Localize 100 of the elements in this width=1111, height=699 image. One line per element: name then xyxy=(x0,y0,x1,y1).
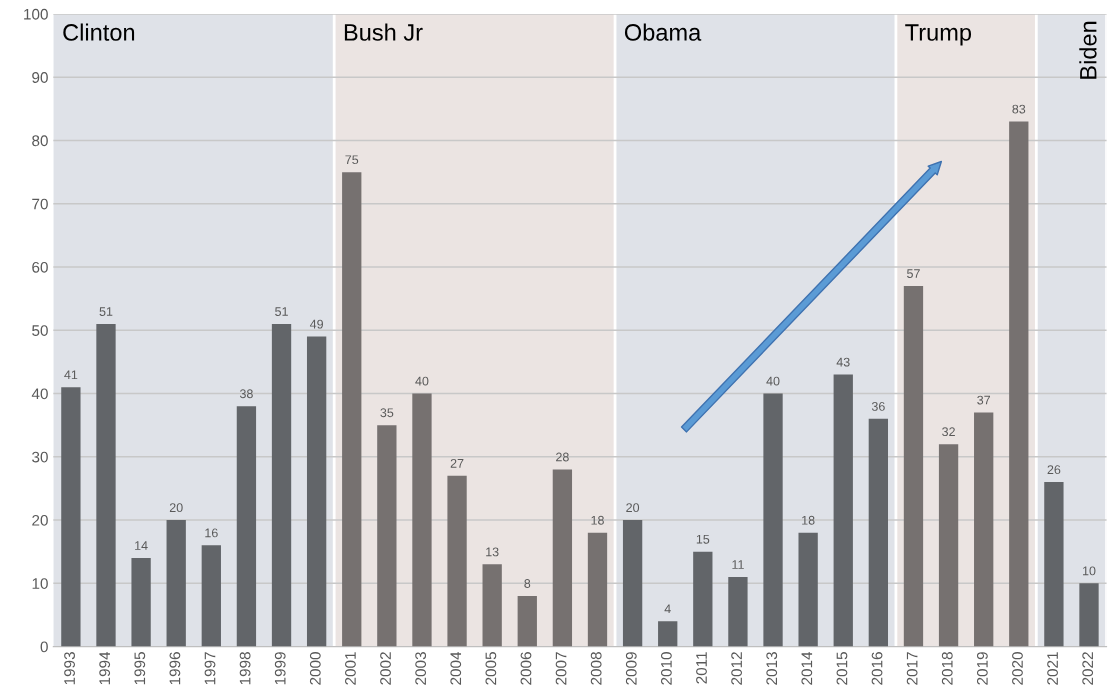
x-tick-label: 2022 xyxy=(1082,652,1094,685)
data-label: 37 xyxy=(977,395,990,405)
bar xyxy=(658,621,678,647)
x-tick-label: 2007 xyxy=(555,652,567,685)
data-label: 83 xyxy=(1012,104,1026,114)
x-tick-label: 1997 xyxy=(204,652,216,685)
bar xyxy=(306,336,327,647)
bar xyxy=(271,323,292,647)
y-tick-label: 20 xyxy=(32,514,48,526)
bar xyxy=(377,425,397,647)
bar xyxy=(482,564,502,647)
band-label: Trump xyxy=(905,24,972,46)
x-tick-label: 1994 xyxy=(99,651,111,685)
x-tick-label: 2010 xyxy=(660,652,672,685)
x-tick-label: 2019 xyxy=(976,652,988,685)
x-tick-label: 2003 xyxy=(415,652,427,685)
y-tick-label: 10 xyxy=(32,578,48,589)
bar xyxy=(693,551,713,647)
data-label: 40 xyxy=(766,376,780,386)
data-label: 51 xyxy=(275,307,288,316)
data-label: 40 xyxy=(415,376,429,386)
y-tick-label: 100 xyxy=(24,8,48,20)
x-tick-label: 1998 xyxy=(239,652,251,685)
y-tick-label: 80 xyxy=(32,135,48,147)
x-tick-label: 1995 xyxy=(134,652,146,685)
x-tick-label: 1993 xyxy=(64,652,75,685)
data-label: 26 xyxy=(1047,465,1061,475)
bar xyxy=(236,406,257,647)
y-tick-label: 90 xyxy=(32,72,48,83)
bar xyxy=(447,475,467,647)
data-label: 35 xyxy=(380,408,394,418)
data-label: 18 xyxy=(802,515,815,525)
band-label: Bush Jr xyxy=(344,23,423,41)
x-tick-label: 2016 xyxy=(871,652,883,685)
y-tick-label: 40 xyxy=(31,388,48,400)
y-tick-label: 50 xyxy=(32,325,48,336)
x-tick-label: 2012 xyxy=(731,652,743,685)
x-tick-label: 2014 xyxy=(801,651,813,685)
x-tick-label: 2006 xyxy=(520,652,532,685)
x-tick-label: 2013 xyxy=(766,652,778,685)
x-tick-label: 2008 xyxy=(590,652,602,685)
data-label: 8 xyxy=(524,579,531,588)
data-label: 38 xyxy=(239,389,253,399)
bar xyxy=(763,393,783,647)
bar xyxy=(903,286,924,647)
bar xyxy=(61,387,81,647)
x-tick-label: 2005 xyxy=(485,652,497,685)
bar xyxy=(201,545,221,647)
y-tick-label: 0 xyxy=(40,641,48,653)
data-label: 4 xyxy=(664,604,671,614)
data-label: 32 xyxy=(942,427,955,437)
x-tick-label: 2020 xyxy=(1012,652,1023,685)
bar xyxy=(1044,482,1064,647)
data-label: 28 xyxy=(556,452,569,462)
bar xyxy=(552,469,573,647)
data-label: 43 xyxy=(836,357,850,367)
bar xyxy=(517,595,537,647)
bar xyxy=(166,520,186,647)
x-tick-label: 2001 xyxy=(345,652,356,685)
bar xyxy=(1079,583,1099,647)
bar xyxy=(833,374,853,647)
data-label: 11 xyxy=(732,560,744,569)
bar xyxy=(1009,121,1029,647)
x-tick-label: 2018 xyxy=(941,652,953,685)
x-tick-label: 2004 xyxy=(450,651,462,685)
bar xyxy=(622,520,643,647)
data-label: 16 xyxy=(205,528,218,538)
y-tick-label: 60 xyxy=(32,261,48,273)
x-tick-label: 1999 xyxy=(274,652,286,685)
data-label: 75 xyxy=(345,155,359,165)
y-tick-label: 30 xyxy=(32,451,48,463)
data-label: 20 xyxy=(626,503,640,513)
bar xyxy=(728,576,748,647)
data-label: 41 xyxy=(64,370,78,380)
band-label: Clinton xyxy=(63,23,135,41)
bar xyxy=(798,532,818,647)
x-tick-label: 2002 xyxy=(380,652,391,685)
data-label: 13 xyxy=(486,547,499,557)
data-label: 10 xyxy=(1083,566,1096,576)
data-label: 20 xyxy=(169,503,183,513)
data-label: 49 xyxy=(309,319,323,329)
y-tick-label: 70 xyxy=(32,198,48,210)
bar xyxy=(96,323,116,647)
x-tick-label: 1996 xyxy=(169,652,181,685)
data-label: 27 xyxy=(450,458,464,468)
bar xyxy=(868,418,889,647)
bar xyxy=(412,393,432,647)
bar xyxy=(342,172,362,647)
x-tick-label: 2009 xyxy=(625,652,637,685)
x-tick-label: 2017 xyxy=(906,652,918,685)
data-label: 51 xyxy=(99,307,113,316)
bar xyxy=(587,532,608,647)
data-label: 15 xyxy=(696,534,710,544)
data-label: 57 xyxy=(907,269,920,278)
data-label: 36 xyxy=(871,401,885,411)
data-label: 14 xyxy=(135,541,148,550)
bar xyxy=(938,444,959,647)
x-tick-label: 2011 xyxy=(696,652,707,684)
x-tick-label: 2015 xyxy=(836,652,848,685)
x-tick-label: 2021 xyxy=(1047,652,1058,685)
